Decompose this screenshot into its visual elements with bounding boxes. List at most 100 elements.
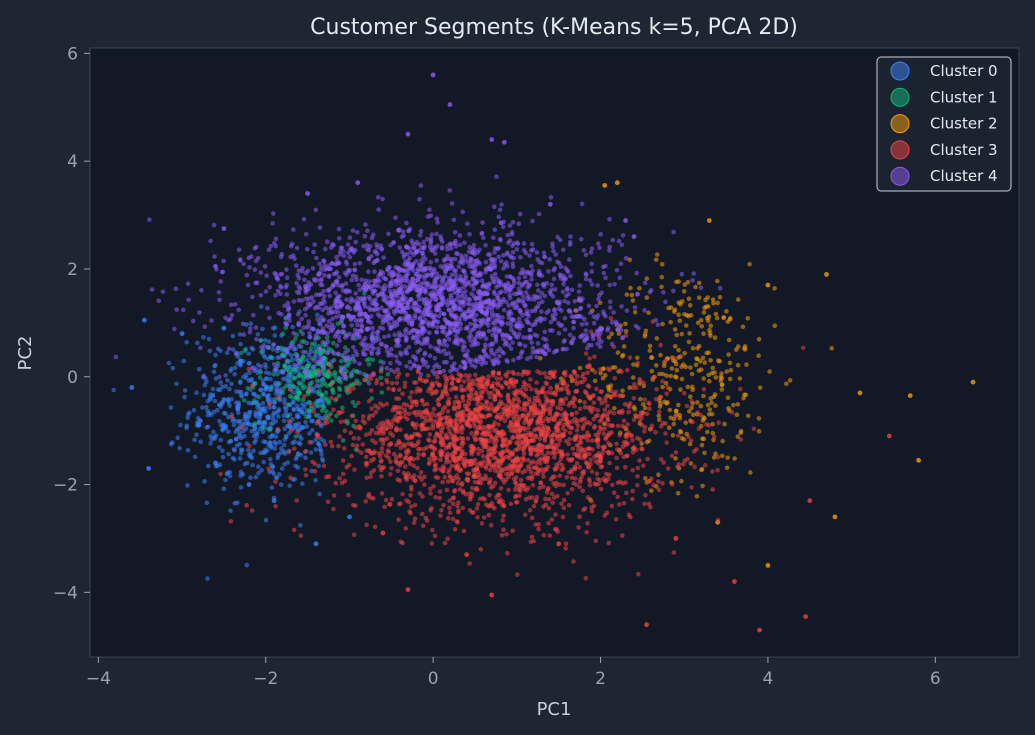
data-point <box>442 274 448 279</box>
data-point <box>277 381 283 386</box>
data-point <box>305 375 310 381</box>
data-point <box>354 443 360 449</box>
data-point <box>444 487 450 493</box>
data-point <box>700 355 706 361</box>
data-point <box>292 422 298 428</box>
data-point <box>398 427 403 433</box>
data-point <box>486 323 491 328</box>
data-point <box>554 526 559 532</box>
data-point <box>357 361 362 367</box>
data-point <box>452 230 458 235</box>
data-point <box>383 277 389 282</box>
data-point <box>568 430 573 436</box>
data-point <box>542 438 548 443</box>
data-point <box>182 394 187 400</box>
data-point <box>453 272 458 278</box>
data-point <box>800 345 806 351</box>
data-point <box>623 464 628 470</box>
data-point <box>552 287 558 292</box>
data-point <box>549 517 555 522</box>
data-point <box>542 390 547 396</box>
data-point <box>566 300 571 306</box>
data-point <box>168 405 174 410</box>
data-point <box>146 466 152 471</box>
data-point <box>232 457 237 462</box>
data-point <box>527 253 532 258</box>
data-point <box>398 414 404 420</box>
data-point <box>683 323 689 328</box>
data-point <box>316 272 321 278</box>
data-point <box>513 392 519 397</box>
data-point <box>211 409 217 415</box>
data-point <box>504 408 510 413</box>
data-point <box>543 433 549 438</box>
data-point <box>619 369 624 375</box>
data-point <box>396 387 402 393</box>
data-point <box>455 416 460 422</box>
data-point <box>489 384 494 389</box>
data-point <box>566 391 571 396</box>
data-point <box>647 478 652 484</box>
data-point <box>536 398 542 404</box>
data-point <box>273 367 279 373</box>
data-point <box>257 420 262 425</box>
data-point <box>829 345 834 351</box>
data-point <box>663 381 669 386</box>
data-point <box>772 286 777 291</box>
data-point <box>452 437 457 443</box>
data-point <box>423 515 429 521</box>
data-point <box>628 285 633 291</box>
data-point <box>620 354 625 359</box>
data-point <box>690 278 695 283</box>
data-point <box>359 322 365 328</box>
data-point <box>529 534 535 540</box>
data-point <box>497 207 503 212</box>
data-point <box>686 339 692 345</box>
data-point <box>577 283 583 288</box>
data-point <box>615 350 621 355</box>
data-point <box>371 456 377 462</box>
data-point <box>322 421 327 427</box>
data-point <box>665 385 671 390</box>
data-point <box>475 502 481 507</box>
data-point <box>351 435 357 441</box>
data-point <box>639 441 644 446</box>
data-point <box>467 423 473 429</box>
data-point <box>552 451 558 456</box>
data-point <box>179 331 185 336</box>
data-point <box>305 389 311 395</box>
data-point <box>319 408 325 413</box>
data-point <box>294 289 300 295</box>
data-point <box>529 495 535 500</box>
data-point <box>686 434 691 440</box>
data-point <box>372 283 378 288</box>
data-point <box>474 437 479 442</box>
data-point <box>489 260 494 266</box>
data-point <box>598 397 603 402</box>
data-point <box>559 462 565 468</box>
data-point <box>312 358 317 363</box>
data-point <box>565 287 570 293</box>
data-point <box>523 279 528 285</box>
data-point <box>610 237 615 243</box>
data-point <box>366 416 372 422</box>
data-point <box>587 483 593 488</box>
data-point <box>611 410 617 416</box>
data-point <box>314 383 320 388</box>
data-point <box>237 441 242 447</box>
data-point <box>452 404 457 409</box>
data-point <box>540 418 546 424</box>
data-point <box>285 413 290 418</box>
data-point <box>587 278 593 283</box>
data-point <box>698 317 704 323</box>
data-point <box>323 390 329 396</box>
data-point <box>404 364 409 369</box>
data-point <box>476 446 481 452</box>
data-point <box>508 379 514 385</box>
data-point <box>471 304 476 310</box>
data-point <box>334 343 340 348</box>
data-point <box>489 347 494 353</box>
data-point <box>616 448 622 454</box>
data-point <box>440 425 446 430</box>
data-point <box>528 460 534 466</box>
